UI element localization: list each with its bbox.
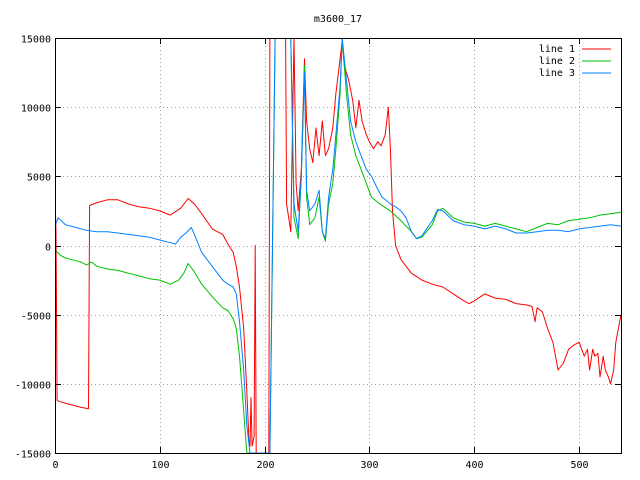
series-line-3 [55, 38, 621, 453]
series-layer [55, 38, 621, 453]
y-tick-label: 10000 [21, 104, 51, 115]
chart-title: m3600_17 [314, 14, 362, 25]
x-tick-label: 0 [52, 460, 58, 471]
y-tick-label: 0 [45, 243, 51, 254]
legend-label: line 3 [539, 68, 575, 79]
y-tick-label: -5000 [21, 312, 51, 323]
series-line-1 [55, 38, 621, 453]
grid [55, 38, 621, 453]
x-tick-label: 300 [360, 460, 378, 471]
y-tick-label: 15000 [21, 35, 51, 46]
legend-label: line 2 [539, 56, 575, 67]
y-tick-label: -15000 [15, 450, 51, 461]
y-tick-label: -10000 [15, 381, 51, 392]
axis-ticks: 0 100 200 300 400 500 -15000 -10000 -5000 0 5000 10… [15, 35, 621, 471]
x-tick-label: 500 [570, 460, 588, 471]
legend-label: line 1 [539, 44, 575, 55]
y-tick-label: 5000 [27, 173, 51, 184]
x-tick-label: 400 [465, 460, 483, 471]
x-tick-label: 200 [256, 460, 274, 471]
series-line-2 [55, 38, 621, 453]
x-tick-label: 100 [151, 460, 169, 471]
